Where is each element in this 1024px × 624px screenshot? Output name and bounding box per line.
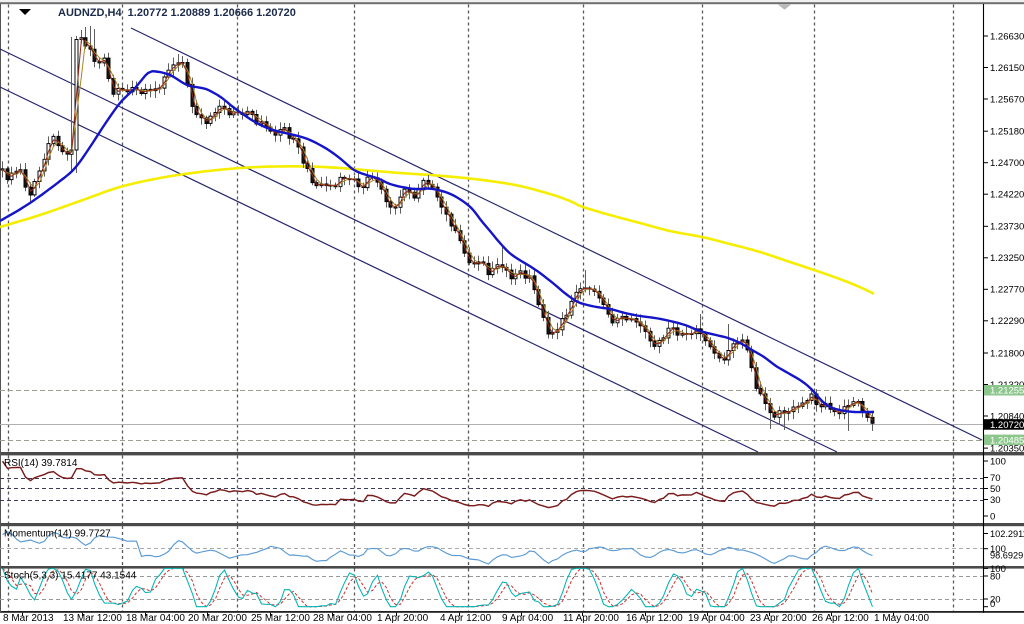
svg-text:9 Apr 04:00: 9 Apr 04:00 [502, 613, 554, 624]
svg-text:1.21255: 1.21255 [990, 386, 1024, 397]
svg-text:1.24220: 1.24220 [990, 190, 1024, 201]
svg-text:11 Apr 20:00: 11 Apr 20:00 [563, 613, 619, 624]
svg-text:1.25670: 1.25670 [990, 94, 1024, 105]
svg-text:0: 0 [990, 511, 995, 522]
svg-text:0: 0 [990, 599, 995, 610]
svg-text:98.6929: 98.6929 [990, 551, 1023, 561]
svg-text:1.22290: 1.22290 [990, 316, 1024, 327]
svg-text:1.23730: 1.23730 [990, 222, 1024, 233]
svg-text:100: 100 [990, 564, 1006, 575]
svg-text:1.24700: 1.24700 [990, 158, 1024, 169]
svg-text:1.25180: 1.25180 [990, 127, 1024, 138]
svg-text:30: 30 [990, 495, 1001, 506]
svg-text:AUDNZD,H4 1.20772 1.20889 1.2: AUDNZD,H4 1.20772 1.20889 1.20666 1.2072… [58, 7, 296, 19]
svg-text:Momentum(14) 99.7727: Momentum(14) 99.7727 [4, 529, 111, 540]
svg-text:28 Mar 04:00: 28 Mar 04:00 [313, 613, 372, 624]
svg-text:26 Apr 12:00: 26 Apr 12:00 [812, 613, 869, 624]
svg-text:8 Mar 2013: 8 Mar 2013 [3, 613, 54, 624]
svg-text:23 Apr 20:00: 23 Apr 20:00 [750, 613, 807, 624]
svg-text:100: 100 [990, 456, 1006, 467]
svg-text:1.26630: 1.26630 [990, 31, 1024, 42]
svg-text:102.2911: 102.2911 [990, 529, 1024, 539]
svg-text:50: 50 [990, 484, 1001, 495]
svg-text:13 Mar 12:00: 13 Mar 12:00 [63, 613, 122, 624]
svg-text:20: 20 [990, 594, 1001, 605]
svg-text:1.23250: 1.23250 [990, 253, 1024, 264]
svg-text:1.20350: 1.20350 [990, 444, 1024, 455]
svg-text:16 Apr 12:00: 16 Apr 12:00 [626, 613, 683, 624]
svg-text:19 Apr 04:00: 19 Apr 04:00 [688, 613, 745, 624]
svg-text:RSI(14) 39.7814: RSI(14) 39.7814 [4, 458, 78, 469]
svg-text:25 Mar 12:00: 25 Mar 12:00 [251, 613, 310, 624]
svg-text:80: 80 [990, 571, 1001, 582]
svg-text:20 Mar 20:00: 20 Mar 20:00 [188, 613, 247, 624]
svg-text:1 Apr 20:00: 1 Apr 20:00 [377, 613, 429, 624]
svg-text:1.21800: 1.21800 [990, 348, 1024, 359]
svg-text:1 May 04:00: 1 May 04:00 [874, 613, 929, 624]
svg-text:1.20485: 1.20485 [990, 435, 1024, 446]
svg-text:1.20840: 1.20840 [990, 411, 1024, 422]
svg-text:Stoch(5,3,3) 15.4177 43.1544: Stoch(5,3,3) 15.4177 43.1544 [4, 571, 137, 582]
svg-text:18 Mar 04:00: 18 Mar 04:00 [126, 613, 185, 624]
svg-text:100: 100 [990, 544, 1006, 555]
svg-text:4 Apr 12:00: 4 Apr 12:00 [440, 613, 492, 624]
svg-text:1.26150: 1.26150 [990, 63, 1024, 74]
svg-text:1.22770: 1.22770 [990, 285, 1024, 296]
svg-text:70: 70 [990, 473, 1001, 484]
svg-text:1.20720: 1.20720 [990, 420, 1024, 431]
